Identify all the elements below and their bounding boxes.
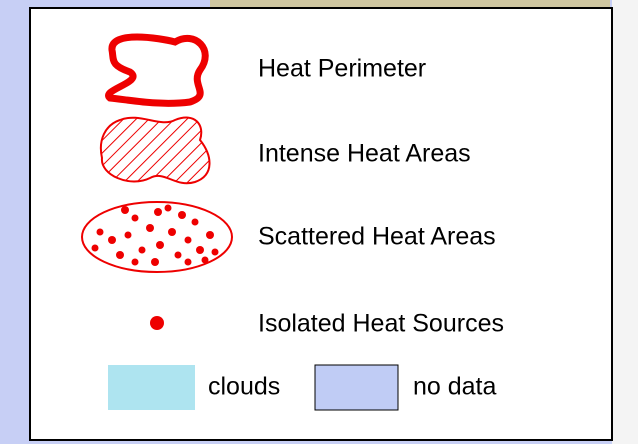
swatch-label: no data bbox=[413, 373, 497, 401]
scattered-symbol bbox=[82, 202, 232, 272]
isolated-symbol bbox=[150, 316, 164, 330]
map-edge bbox=[612, 0, 638, 444]
legend-label: Isolated Heat Sources bbox=[258, 310, 504, 338]
no-data-swatch bbox=[315, 365, 398, 410]
legend-label: Intense Heat Areas bbox=[258, 140, 471, 168]
legend-label: Heat Perimeter bbox=[258, 55, 426, 83]
clouds-swatch bbox=[108, 365, 195, 410]
legend-view: Heat Perimeter Intense Heat Areas Scatte… bbox=[0, 0, 638, 444]
page: Heat Perimeter Intense Heat Areas Scatte… bbox=[0, 0, 638, 444]
swatch-label: clouds bbox=[208, 373, 280, 401]
legend-label: Scattered Heat Areas bbox=[258, 223, 496, 251]
intense-symbol bbox=[101, 118, 210, 184]
